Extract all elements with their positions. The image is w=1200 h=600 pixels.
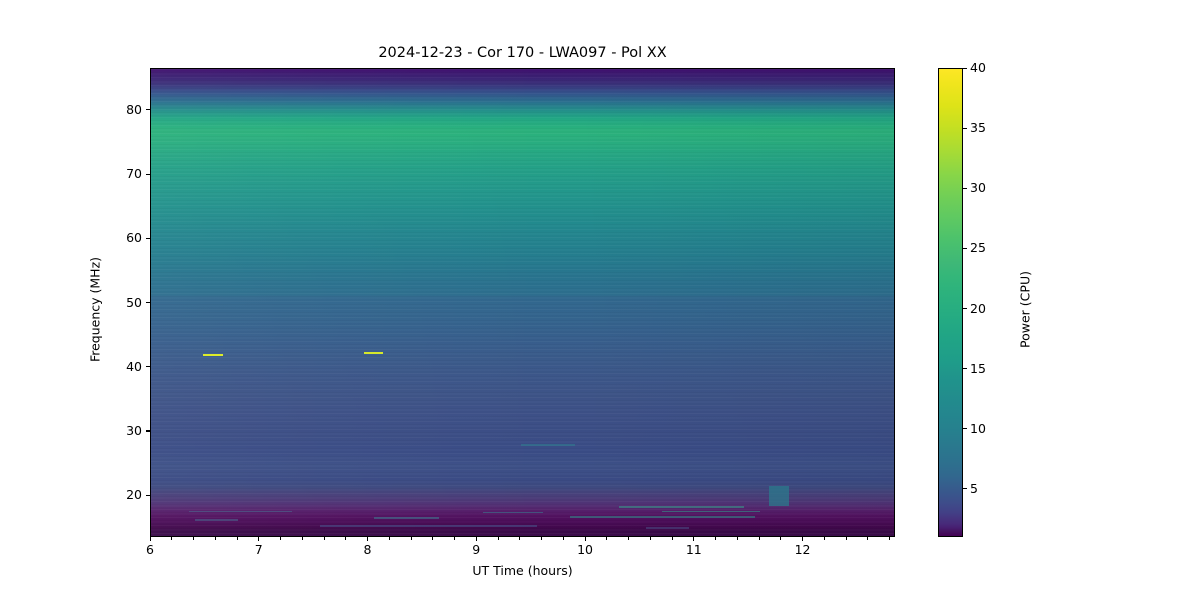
- x-tick-major: [475, 537, 477, 541]
- y-tick-major: [146, 430, 150, 432]
- x-tick-label: 8: [363, 542, 372, 557]
- page-title: 2024-12-23 - Cor 170 - LWA097 - Pol XX: [378, 45, 667, 61]
- colorbar-tick: [963, 67, 967, 69]
- spectrogram-bandpass-layer: [151, 69, 894, 536]
- y-tick-label: 50: [126, 294, 142, 310]
- x-axis-label: UT Time (hours): [472, 563, 573, 578]
- x-tick-label: 12: [794, 542, 811, 557]
- x-tick-minor: [345, 537, 347, 540]
- x-tick-minor: [606, 537, 608, 540]
- x-tick-minor: [171, 537, 173, 540]
- y-tick-label: 20: [126, 487, 142, 503]
- colorbar[interactable]: [938, 68, 963, 537]
- y-tick-major: [146, 494, 150, 496]
- spectrogram-time-trend-layer: [151, 69, 894, 536]
- y-tick-major: [146, 366, 150, 368]
- x-tick-label: 11: [685, 542, 702, 557]
- x-tick-major: [258, 537, 260, 541]
- y-tick-label: 70: [126, 166, 142, 181]
- spectrogram-channel-stripes: [151, 69, 894, 536]
- colorbar-tick: [963, 488, 967, 490]
- x-tick-minor: [193, 537, 195, 540]
- y-axis-label: Frequency (MHz): [87, 256, 103, 363]
- x-tick-minor: [845, 537, 847, 540]
- x-tick-minor: [867, 537, 869, 540]
- colorbar-tick-label: 35: [970, 120, 986, 136]
- x-tick-minor: [454, 537, 456, 540]
- x-tick-label: 7: [254, 542, 263, 557]
- x-tick-label: 10: [577, 542, 593, 557]
- colorbar-tick-label: 20: [970, 300, 986, 316]
- x-tick-minor: [715, 537, 717, 540]
- y-tick-label: 60: [126, 230, 142, 246]
- x-tick-minor: [649, 537, 651, 540]
- colorbar-tick-label: 40: [970, 60, 986, 75]
- x-tick-minor: [236, 537, 238, 540]
- x-tick-minor: [889, 537, 891, 540]
- colorbar-tick: [963, 127, 967, 129]
- colorbar-tick: [963, 428, 967, 430]
- x-tick-minor: [497, 537, 499, 540]
- x-tick-minor: [736, 537, 738, 540]
- y-tick-label: 40: [126, 358, 142, 374]
- x-tick-minor: [410, 537, 412, 540]
- spectrogram-axes[interactable]: [150, 68, 895, 537]
- x-tick-major: [693, 537, 695, 541]
- x-tick-minor: [628, 537, 630, 540]
- colorbar-tick: [963, 368, 967, 370]
- colorbar-tick-label: 10: [970, 420, 986, 436]
- x-tick-minor: [541, 537, 543, 540]
- colorbar-tick-label: 25: [970, 240, 986, 256]
- x-tick-minor: [758, 537, 760, 540]
- x-tick-minor: [780, 537, 782, 540]
- colorbar-tick-label: 15: [970, 360, 986, 376]
- colorbar-tick-label: 30: [970, 180, 986, 196]
- x-tick-major: [149, 537, 151, 541]
- x-tick-major: [802, 537, 804, 541]
- x-tick-major: [367, 537, 369, 541]
- y-tick-major: [146, 237, 150, 239]
- spectrogram-image: [151, 69, 894, 536]
- x-tick-major: [584, 537, 586, 541]
- x-tick-minor: [432, 537, 434, 540]
- y-tick-label: 30: [126, 422, 142, 438]
- colorbar-tick: [963, 247, 967, 249]
- colorbar-tick: [963, 187, 967, 189]
- y-tick-major: [146, 302, 150, 304]
- y-tick-major: [146, 173, 150, 175]
- x-tick-minor: [823, 537, 825, 540]
- x-tick-minor: [388, 537, 390, 540]
- x-tick-minor: [519, 537, 521, 540]
- x-tick-minor: [323, 537, 325, 540]
- colorbar-tick: [963, 308, 967, 310]
- x-tick-label: 6: [146, 542, 154, 557]
- colorbar-label: Power (CPU): [1017, 271, 1033, 348]
- y-tick-major: [146, 109, 150, 111]
- colorbar-tick-label: 5: [970, 480, 978, 496]
- x-tick-minor: [280, 537, 282, 540]
- y-tick-label: 80: [126, 101, 142, 117]
- x-tick-minor: [562, 537, 564, 540]
- x-tick-minor: [671, 537, 673, 540]
- x-tick-minor: [214, 537, 216, 540]
- x-tick-minor: [301, 537, 303, 540]
- x-tick-label: 9: [472, 542, 481, 557]
